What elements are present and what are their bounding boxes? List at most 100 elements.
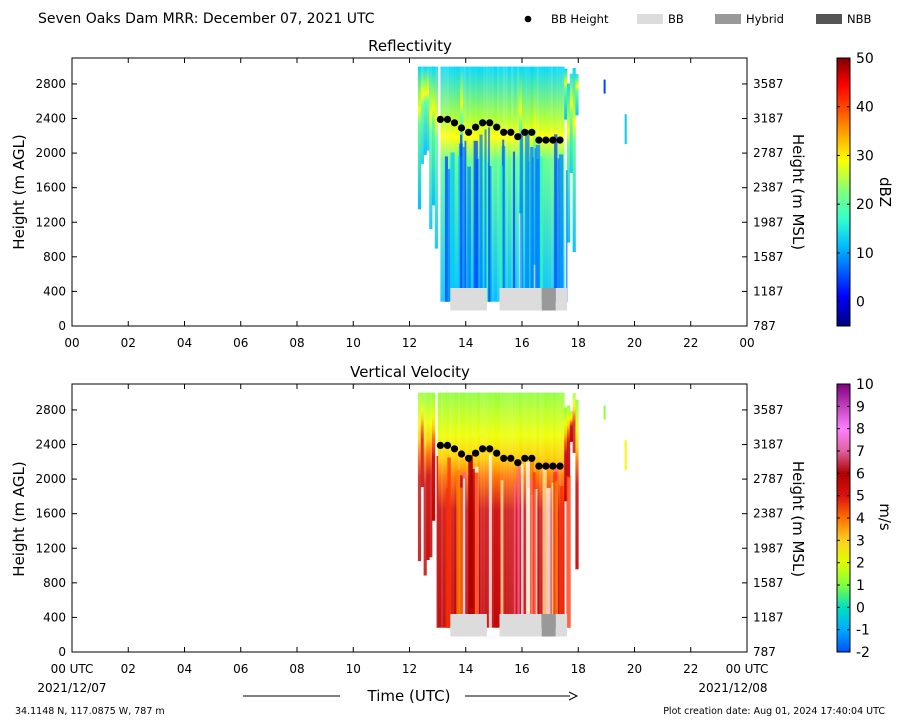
legend: BB Height BB Hybrid NBB <box>524 12 871 26</box>
velocity-colorbar-tick-label: 9 <box>856 399 865 415</box>
velocity-echo-field <box>417 392 627 628</box>
reflectivity-echo-column <box>572 68 576 253</box>
velocity-echo-column <box>564 407 568 502</box>
reflectivity-bb-type-segment <box>555 288 568 311</box>
reflectivity-y-tick-label: 2400 <box>35 112 66 126</box>
velocity-isolated-echo <box>603 405 606 420</box>
velocity-echo-streak <box>525 461 530 628</box>
reflectivity-bb-height-point <box>443 115 452 123</box>
velocity-echo-streak <box>513 483 516 628</box>
velocity-colorbar-tick-label: 5 <box>856 489 865 505</box>
reflectivity-bb-height-point <box>465 128 473 136</box>
creation-date-text: Plot creation date: Aug 01, 2024 17:40:0… <box>663 706 885 717</box>
velocity-bb-height-point <box>521 454 529 462</box>
reflectivity-bb-type-segment <box>450 288 487 311</box>
reflectivity-echo-column <box>420 66 424 164</box>
velocity-echo-streak <box>470 469 475 628</box>
velocity-echo-column <box>432 392 436 521</box>
velocity-x-tick-label: 20 <box>627 662 642 676</box>
velocity-x-tick-label: 00 UTC <box>51 662 94 676</box>
reflectivity-echo-streak <box>473 140 478 302</box>
velocity-colorbar-label: m/s <box>876 503 894 531</box>
velocity-echo-column <box>482 392 486 628</box>
velocity-panel: Vertical Velocity Height (m AGL) Height … <box>10 363 894 676</box>
reflectivity-y-tick-label: 1600 <box>35 181 66 195</box>
reflectivity-bb-height-point <box>514 133 522 141</box>
reflectivity-echo-streak <box>488 127 490 302</box>
legend-nbb-label: NBB <box>847 12 871 26</box>
velocity-colorbar-tick-label: 2 <box>856 556 865 572</box>
legend-bb-height-label: BB Height <box>551 12 609 26</box>
velocity-x-tick-label: 12 <box>402 662 417 676</box>
velocity-echo-column <box>485 392 489 628</box>
velocity-colorbar-tick-label: 1 <box>856 578 865 594</box>
reflectivity-echo-streak <box>486 162 490 302</box>
velocity-y2-tick-label: 3587 <box>753 403 784 417</box>
velocity-echo-column <box>496 392 500 628</box>
velocity-bb-type-segment <box>499 614 542 637</box>
velocity-colorbar-tick-label: 4 <box>856 511 865 527</box>
velocity-echo-column <box>522 392 526 628</box>
velocity-y-tick-label: 2000 <box>35 472 66 486</box>
reflectivity-plot-frame <box>71 57 748 327</box>
velocity-bb-height-point <box>450 445 459 453</box>
velocity-echo-streak <box>566 475 571 628</box>
reflectivity-x-tick-label: 00 <box>64 336 79 350</box>
reflectivity-echo-column <box>516 66 520 302</box>
velocity-echo-column <box>426 392 430 560</box>
velocity-echo-streak <box>551 482 555 628</box>
reflectivity-echo-streak <box>558 154 564 302</box>
reflectivity-echo-column <box>564 68 568 120</box>
velocity-echo-streak <box>532 472 536 628</box>
reflectivity-isolated-echo <box>624 114 627 145</box>
velocity-x-tick-label: 16 <box>514 662 529 676</box>
velocity-bb-height-point <box>507 454 515 462</box>
velocity-echo-column <box>538 392 543 628</box>
velocity-colorbar-tick-label: -1 <box>856 623 870 639</box>
velocity-y-tick-label: 2400 <box>35 438 66 452</box>
reflectivity-x-tick-label: 12 <box>402 336 417 350</box>
reflectivity-y2-tick-label: 1987 <box>753 215 784 229</box>
reflectivity-echo-streak <box>534 148 537 302</box>
reflectivity-echo-streak <box>501 145 506 302</box>
reflectivity-bb-height-point <box>479 119 487 127</box>
velocity-x-tick-label: 10 <box>346 662 361 676</box>
reflectivity-echo-column <box>513 66 517 302</box>
velocity-echo-streak <box>517 462 520 628</box>
reflectivity-echo-column <box>417 66 422 210</box>
reflectivity-echo-streak <box>484 129 487 302</box>
velocity-echo-column <box>493 392 498 628</box>
velocity-bb-type-bar <box>450 614 568 637</box>
reflectivity-echo-streak <box>446 169 451 302</box>
velocity-bb-type-segment <box>450 614 487 637</box>
velocity-y2-tick-label: 1987 <box>753 541 784 555</box>
reflectivity-echo-column <box>510 66 514 302</box>
velocity-echo-streak <box>445 488 449 628</box>
reflectivity-bb-height-point <box>500 128 508 136</box>
reflectivity-bb-height-series <box>436 115 564 144</box>
reflectivity-ylabel: Height (m AGL) <box>10 134 28 249</box>
reflectivity-x-tick-label: 06 <box>233 336 248 350</box>
velocity-y2-tick-label: 1187 <box>753 610 784 624</box>
velocity-y2-tick-label: 3187 <box>753 438 784 452</box>
reflectivity-colorbar-tick-label: 50 <box>856 51 874 67</box>
reflectivity-echo-streak <box>464 140 467 302</box>
reflectivity-echo-streak <box>467 166 471 302</box>
velocity-bb-height-point <box>472 449 480 457</box>
velocity-ylabel: Height (m AGL) <box>10 461 28 576</box>
reflectivity-echo-column <box>550 66 554 302</box>
reflectivity-echo-streak <box>525 130 530 302</box>
reflectivity-x-tick-label: 22 <box>683 336 698 350</box>
reflectivity-bb-height-point <box>457 124 466 132</box>
reflectivity-colorbar-tick-label: 40 <box>856 100 874 116</box>
reflectivity-bb-height-point <box>521 128 529 136</box>
reflectivity-y-tick-label: 2800 <box>35 77 66 91</box>
velocity-bb-height-point <box>493 449 501 457</box>
reflectivity-echo-streak <box>512 151 515 302</box>
reflectivity-colorbar <box>836 57 851 327</box>
reflectivity-x-tick-label: 04 <box>177 336 192 350</box>
reflectivity-echo-column <box>491 66 495 302</box>
reflectivity-y2-tick-label: 3587 <box>753 77 784 91</box>
velocity-colorbar-tick-label: -2 <box>856 645 870 661</box>
